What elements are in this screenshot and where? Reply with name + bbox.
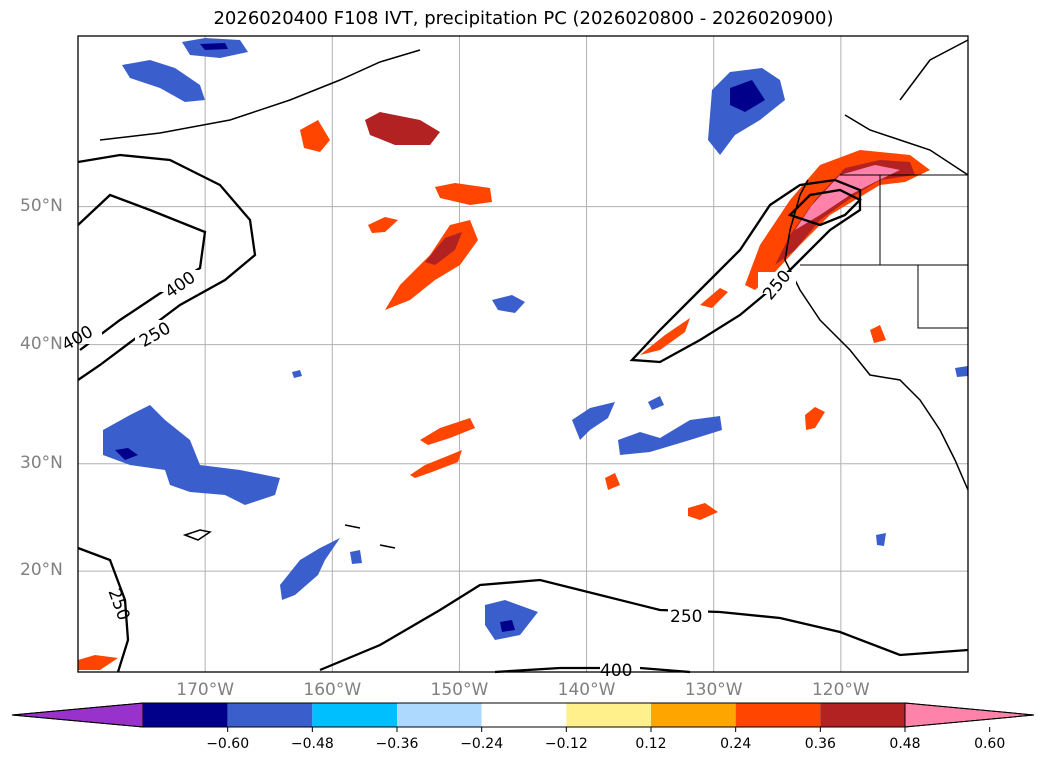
contour-label-250-south: 250	[670, 607, 702, 627]
positive-anomaly-c5	[368, 217, 398, 233]
north-american-coastline	[784, 39, 969, 491]
chart-title: 2026020400 F108 IVT, precipitation PC (2…	[213, 8, 834, 29]
precip-pc-shading	[78, 38, 968, 670]
positive-anomaly-c11	[78, 655, 118, 670]
us-state-borders	[800, 174, 968, 329]
negative-anomaly-n4-core	[730, 80, 765, 112]
negative-anomaly-n7	[485, 600, 538, 640]
negative-anomaly-n11	[955, 366, 968, 377]
aleutian-islands	[99, 49, 421, 141]
negative-anomaly-n1-core	[115, 448, 138, 460]
colorbar-segment	[651, 703, 736, 727]
colorbar-segment	[227, 703, 313, 727]
positive-anomaly-c12	[870, 325, 886, 343]
lon-tick-label: 150°W	[430, 680, 489, 700]
colorbar-tick-label: −0.60	[206, 736, 250, 752]
positive-anomaly-c7	[410, 450, 462, 478]
positive-anomaly-c6	[420, 418, 475, 445]
positive-anomaly-c1	[385, 220, 478, 310]
colorbar-tick-label: −0.36	[375, 736, 419, 752]
coastlines	[99, 39, 969, 549]
positive-anomaly-c9	[805, 407, 825, 430]
lon-tick-label: 130°W	[684, 680, 743, 700]
colorbar-segment	[481, 703, 567, 727]
lat-tick-label: 40°N	[20, 333, 63, 354]
colorbar-tick-label: 0.24	[720, 736, 752, 752]
colorbar-segment	[820, 703, 905, 727]
negative-anomaly-n9	[492, 295, 525, 313]
negative-anomaly-n13	[292, 370, 302, 378]
negative-anomaly-n14	[876, 533, 886, 546]
positive-anomaly-c1-core	[425, 232, 462, 265]
colorbar-tick-label: −0.12	[544, 736, 588, 752]
colorbar-segment	[143, 703, 228, 727]
lat-tick-label: 20°N	[20, 560, 63, 581]
negative-anomaly-n6	[572, 402, 615, 440]
lon-tick-label: 170°W	[176, 680, 235, 700]
lon-tick-label: 160°W	[303, 680, 362, 700]
lon-tick-label: 140°W	[557, 680, 616, 700]
colorbar-extend-min	[11, 702, 144, 728]
colorbar-segment	[312, 703, 397, 727]
negative-anomaly-n1	[103, 405, 280, 505]
ivt-contour-400-ar	[787, 188, 862, 227]
colorbar-tick-label: 0.36	[804, 736, 836, 752]
negative-anomaly-n4	[708, 68, 785, 155]
negative-anomaly-n2	[122, 60, 205, 102]
colorbar-tick-label: 0.60	[974, 736, 1006, 752]
colorbar-extend-max	[904, 702, 1035, 728]
ivt-contour-400-west	[77, 193, 207, 351]
positive-anomaly-pnw-peak	[795, 165, 900, 230]
positive-anomaly-c4	[435, 183, 492, 205]
colorbar-segment	[735, 703, 821, 727]
ivt-contour-250-south	[319, 578, 969, 672]
colorbar-segment	[566, 703, 651, 727]
colorbar-tick-label: 0.48	[889, 736, 921, 752]
ivt-contour-250-west	[77, 153, 257, 381]
colorbar-segment	[397, 703, 482, 727]
colorbar	[11, 702, 1035, 732]
colorbar-outline	[11, 702, 1035, 728]
lon-tick-label: 120°W	[811, 680, 870, 700]
negative-anomaly-n8	[280, 538, 340, 600]
negative-anomaly-n12	[350, 550, 362, 564]
plot-frame	[77, 35, 969, 673]
ivt-contour-250-southwest	[77, 546, 130, 673]
positive-anomaly-ar-tail2	[700, 288, 728, 308]
positive-anomaly-ar-tail	[640, 318, 690, 355]
ivt-contours	[77, 153, 969, 674]
negative-anomaly-n5	[618, 416, 722, 455]
colorbar-tick-label: 0.12	[635, 736, 667, 752]
colorbar-tick-label: −0.48	[290, 736, 334, 752]
negative-anomaly-n3-core	[200, 43, 228, 50]
hawaiian-islands	[182, 524, 396, 549]
positive-anomaly-c2	[365, 112, 440, 145]
positive-anomaly-c10	[605, 473, 620, 490]
gridlines	[78, 36, 968, 672]
colorbar-tick-label: −0.24	[460, 736, 504, 752]
lat-tick-label: 50°N	[20, 195, 63, 216]
positive-anomaly-c3	[300, 120, 330, 152]
contour-labels: 250 400 250 400 250 250 400	[59, 266, 796, 681]
lat-tick-label: 30°N	[20, 452, 63, 473]
contour-label-400-south: 400	[600, 661, 632, 681]
negative-anomaly-n7-core	[500, 620, 515, 632]
positive-anomaly-c8	[688, 503, 718, 520]
negative-anomaly-n10	[648, 396, 664, 410]
